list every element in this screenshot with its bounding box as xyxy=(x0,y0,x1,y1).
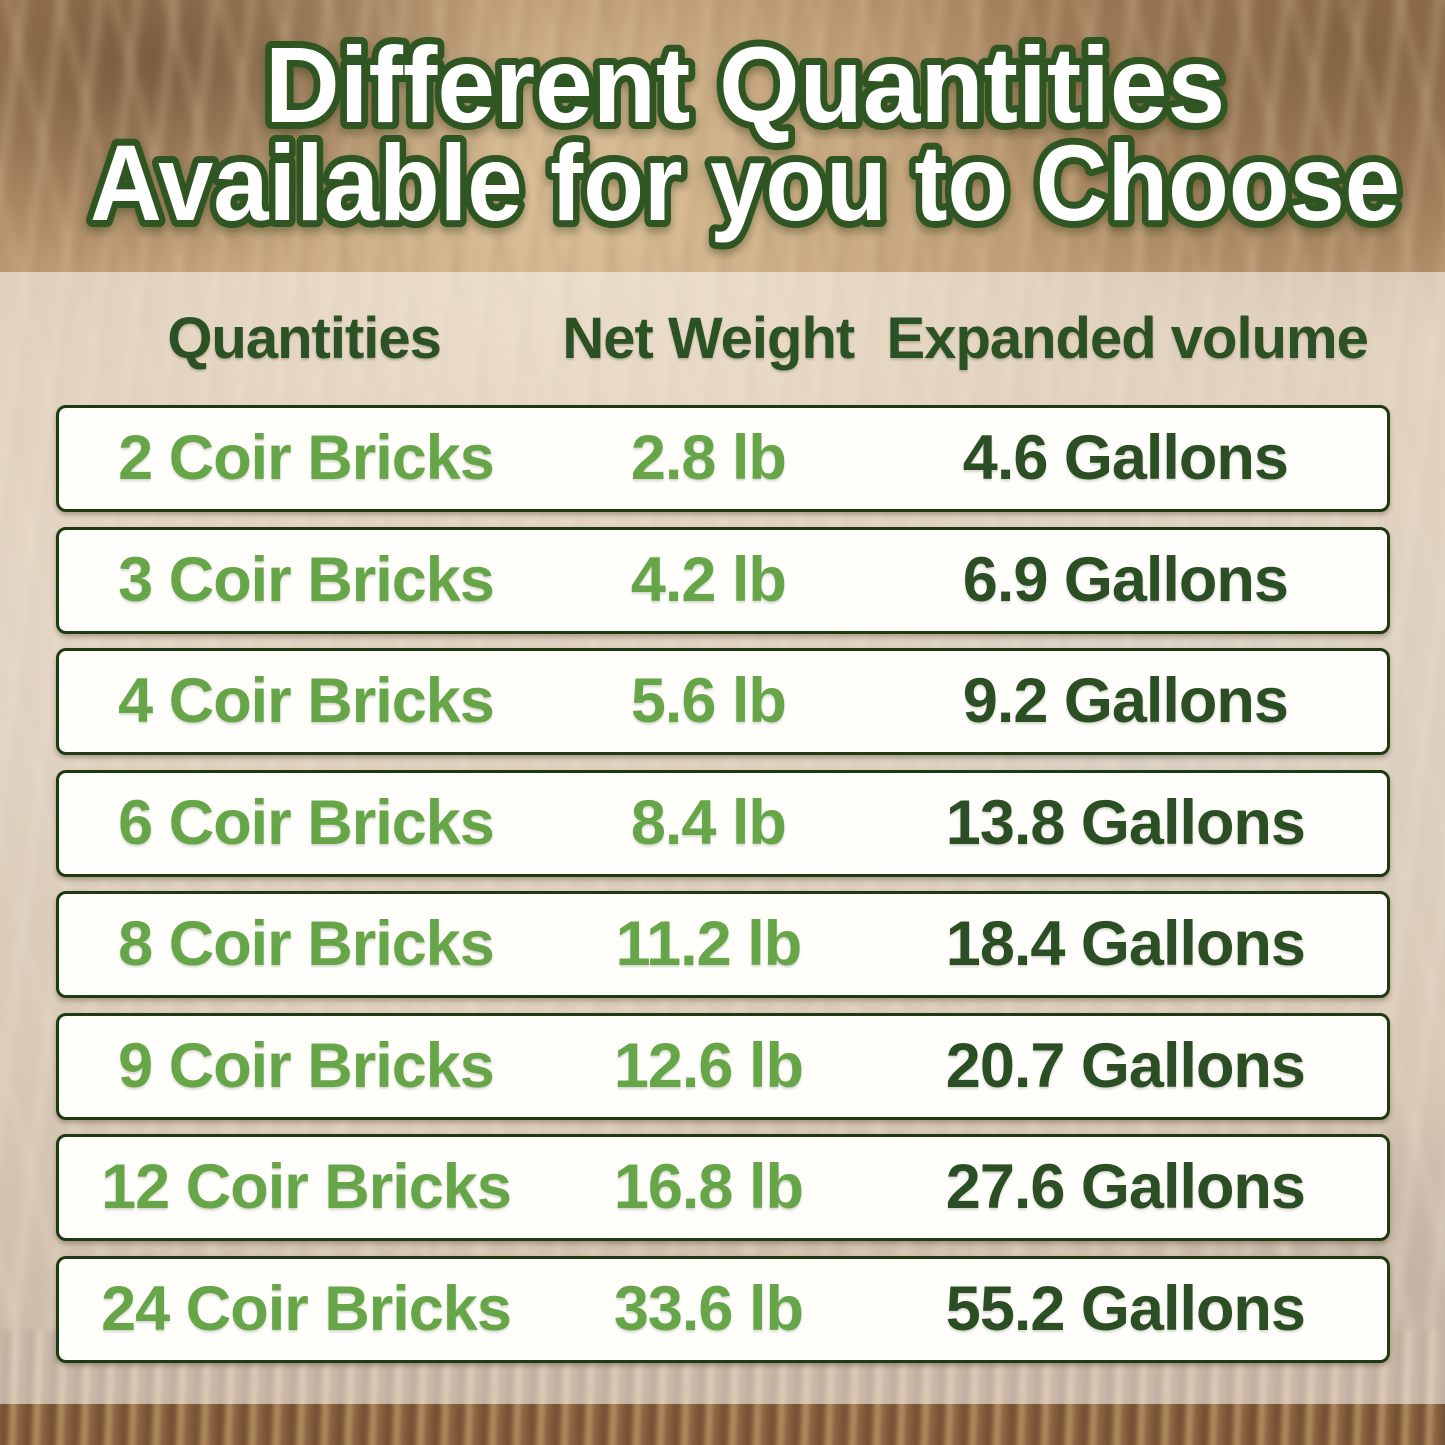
quantity-value: 4 Coir Bricks xyxy=(118,666,495,736)
page-title: Different Quantities Available for you t… xyxy=(83,17,1407,250)
quantity-value: 24 Coir Bricks xyxy=(101,1273,512,1344)
net-weight-value: 16.8 lb xyxy=(613,1152,804,1222)
net-weight-value: 33.6 lb xyxy=(613,1273,804,1344)
quantity-value: 12 Coir Bricks xyxy=(101,1152,512,1222)
net-weight-value: 12.6 lb xyxy=(613,1030,804,1101)
column-header-net-weight: Net Weight xyxy=(562,305,855,371)
quantity-value: 9 Coir Bricks xyxy=(118,1030,495,1101)
net-weight-value: 2.8 lb xyxy=(630,423,787,493)
table-header-row: Quantities Net Weight Expanded volume xyxy=(56,300,1390,376)
page-title-line-2: Available for you to Choose xyxy=(90,122,1400,243)
page-title-line-1: Different Quantities xyxy=(265,24,1225,145)
table-row: 2 Coir Bricks 2.8 lb 4.6 Gallons xyxy=(56,405,1390,512)
table-row: 3 Coir Bricks 4.2 lb 6.9 Gallons xyxy=(56,526,1390,634)
expanded-volume-value: 27.6 Gallons xyxy=(945,1152,1306,1222)
quantity-value: 2 Coir Bricks xyxy=(118,423,495,493)
quantity-table: 2 Coir Bricks 2.8 lb 4.6 Gallons 3 Coir … xyxy=(56,405,1390,1363)
table-row: 9 Coir Bricks 12.6 lb 20.7 Gallons xyxy=(56,1012,1390,1120)
column-header-quantities: Quantities xyxy=(167,305,442,371)
quantity-value: 3 Coir Bricks xyxy=(118,544,495,615)
table-row: 24 Coir Bricks 33.6 lb 55.2 Gallons xyxy=(56,1255,1390,1363)
quantity-value: 8 Coir Bricks xyxy=(118,909,495,979)
table-row: 12 Coir Bricks 16.8 lb 27.6 Gallons xyxy=(56,1134,1390,1241)
net-weight-value: 4.2 lb xyxy=(630,544,787,615)
expanded-volume-value: 13.8 Gallons xyxy=(945,787,1306,858)
net-weight-value: 5.6 lb xyxy=(630,666,787,736)
table-row: 4 Coir Bricks 5.6 lb 9.2 Gallons xyxy=(56,648,1390,755)
expanded-volume-value: 9.2 Gallons xyxy=(962,666,1289,736)
expanded-volume-value: 20.7 Gallons xyxy=(945,1030,1306,1101)
table-row: 6 Coir Bricks 8.4 lb 13.8 Gallons xyxy=(56,769,1390,877)
expanded-volume-value: 4.6 Gallons xyxy=(962,423,1289,493)
quantity-value: 6 Coir Bricks xyxy=(118,787,495,858)
table-row: 8 Coir Bricks 11.2 lb 18.4 Gallons xyxy=(56,891,1390,998)
expanded-volume-value: 6.9 Gallons xyxy=(962,544,1289,615)
net-weight-value: 11.2 lb xyxy=(615,909,803,979)
net-weight-value: 8.4 lb xyxy=(630,787,787,858)
expanded-volume-value: 18.4 Gallons xyxy=(945,909,1306,979)
column-header-expanded-volume: Expanded volume xyxy=(886,305,1369,371)
expanded-volume-value: 55.2 Gallons xyxy=(945,1273,1306,1344)
